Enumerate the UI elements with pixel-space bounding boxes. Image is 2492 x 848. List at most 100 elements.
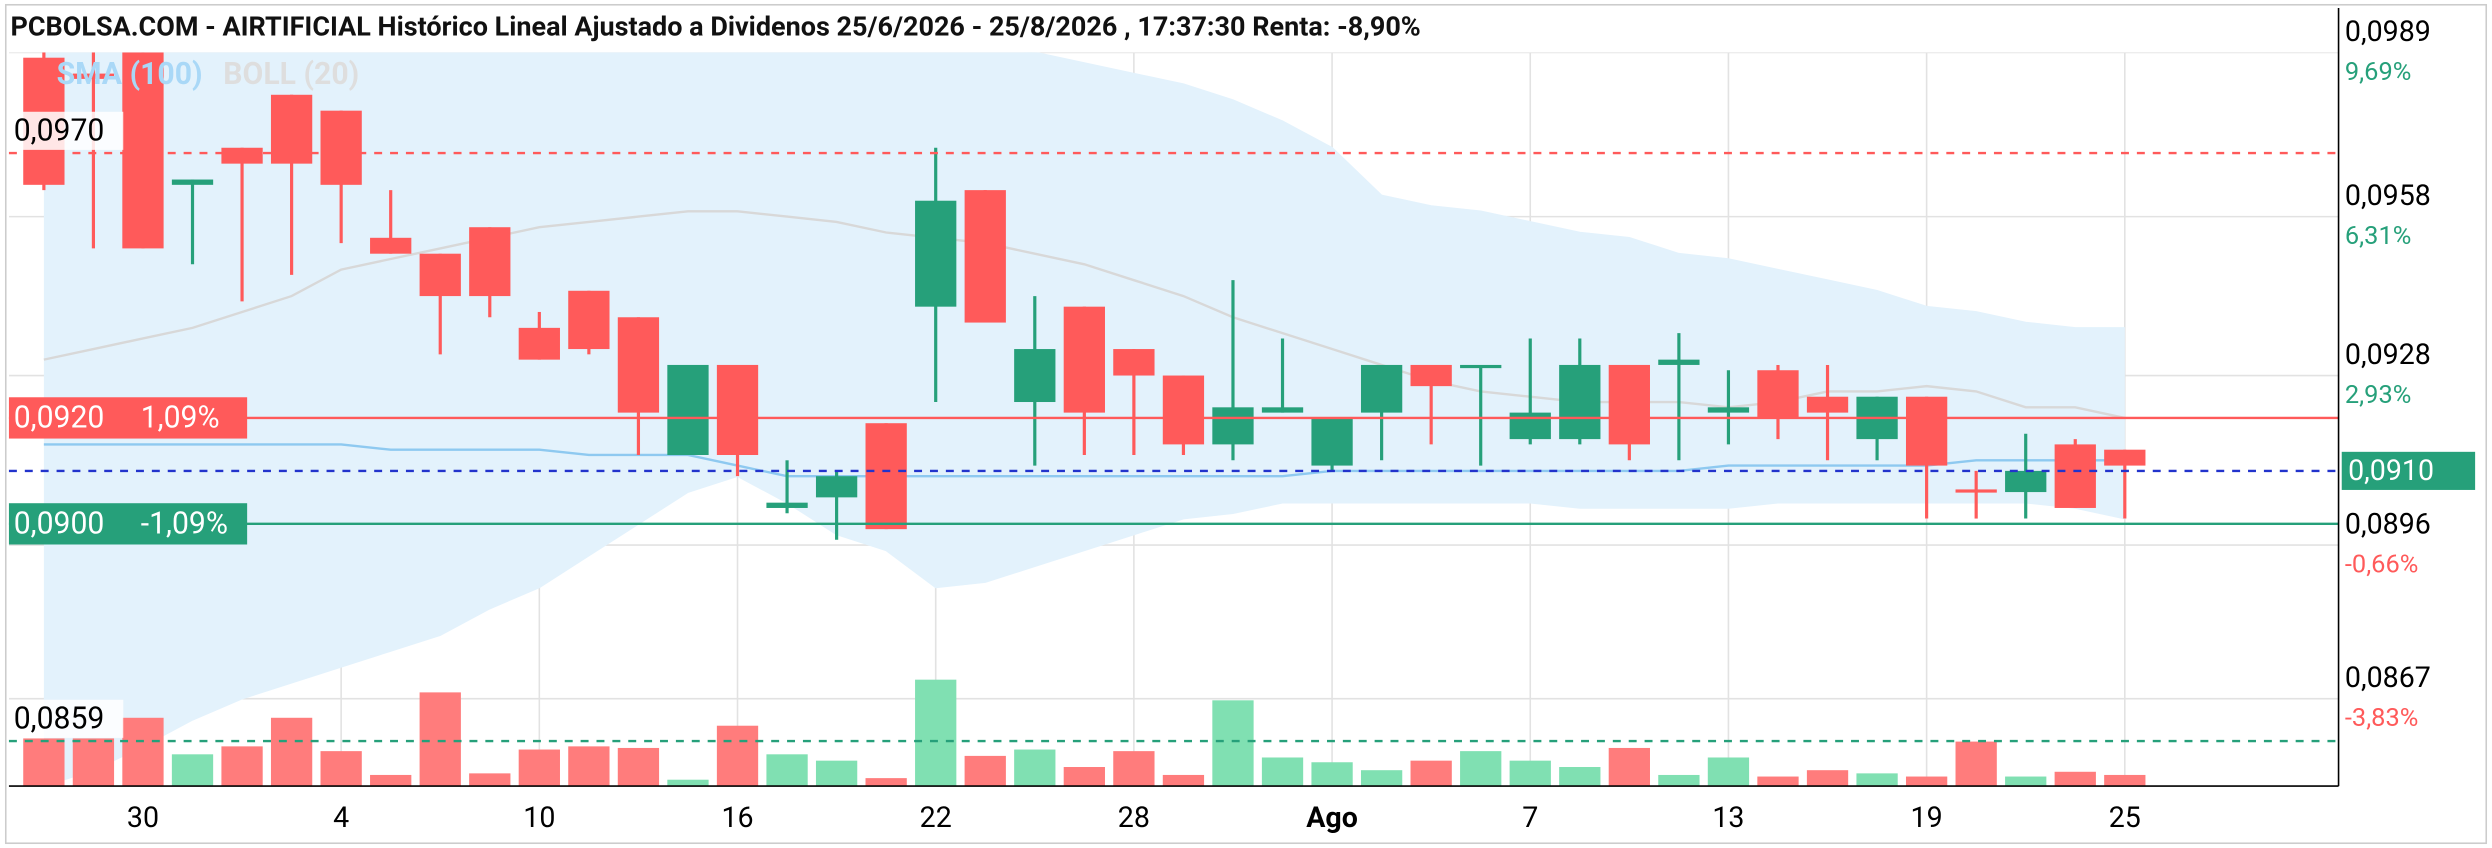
x-tick-label: 10 [523,800,555,834]
candle-body [1410,364,1452,387]
volume-bar [1509,760,1551,787]
volume-bar [23,738,65,787]
legend-entry: SMA (100) [57,57,203,92]
level-label: 0,0910 [2348,453,2434,487]
candle-body [1559,364,1601,440]
volume-bar [1212,700,1254,787]
level-label: 0,0900 [14,506,105,541]
y-tick-change: 2,93% [2345,380,2411,410]
volume-bar [716,725,759,787]
candle-body [1955,489,1997,493]
candle-body [270,94,313,164]
candle-body [1063,306,1105,413]
level-change: 1,09% [141,400,220,435]
volume-bar [469,773,511,787]
candle-body [1905,396,1948,466]
bollinger-lower [43,475,2125,787]
candle-body [122,52,164,249]
volume-bar [915,679,957,787]
candle-body [469,227,511,297]
volume-bar [1460,751,1502,787]
candle-body [964,190,1006,323]
volume-bar [1261,757,1304,787]
candle-body [815,476,858,498]
y-tick-label: 0,0958 [2345,178,2431,212]
candle-body [1311,417,1353,466]
x-tick-label: Ago [1306,800,1358,834]
y-tick-change: -3,83% [2345,703,2418,733]
candle-body [1658,359,1700,365]
candle-body [320,110,362,185]
y-tick-change: 9,69% [2345,57,2411,87]
volume-bar [370,774,412,787]
volume-bar [964,755,1006,787]
volume-bar [122,717,164,787]
candle-body [1162,375,1205,445]
candle-body [1608,364,1650,445]
candle-body [1360,364,1403,413]
volume-bar [1608,747,1650,787]
candle-body [1757,370,1799,418]
candle-body [568,290,610,350]
y-tick-label: 0,0867 [2345,660,2431,694]
candle-body [2054,444,2096,508]
candle-body [1014,349,1056,403]
volume-bar [2104,774,2146,787]
y-tick-change: 6,31% [2345,221,2411,251]
x-tick-label: 19 [1911,800,1943,834]
candle-body [716,364,759,455]
volume-bar [1360,770,1403,787]
volume-bar [568,746,610,787]
volume-bar [1757,776,1799,787]
volume-bar [865,778,907,787]
volume-bar [221,746,263,787]
x-tick-label: 4 [333,800,349,834]
level-label: 0,0859 [14,701,105,736]
sma-line [43,443,2125,478]
candle-body [617,317,660,413]
candle-body [1212,407,1254,445]
volume-bar [617,747,660,787]
level-label-box [8,111,124,150]
level-label-box [8,397,248,439]
candle-body [1261,407,1304,413]
volume-bar [1113,751,1155,787]
x-tick-label: 16 [721,800,753,834]
level-label: 0,0920 [14,400,105,435]
level-label: 0,0970 [14,113,105,148]
volume-bar [2005,776,2047,787]
volume-bar [2054,771,2096,787]
volume-bar [518,749,560,787]
volume-bar [171,754,214,787]
level-label-box [8,503,248,545]
candle-body [221,147,263,164]
y-tick-change: -0,66% [2345,549,2418,579]
candle-body [370,237,412,254]
bollinger-upper [1027,52,2125,329]
x-tick-label: 22 [920,800,952,834]
volume-bar [1014,749,1056,787]
candle-body [1707,407,1750,413]
x-tick-label: 25 [2109,800,2141,834]
volume-bar [815,760,858,787]
volume-bar [667,779,709,787]
legend-entry: BOLL (20) [223,57,359,92]
candle-body [419,253,461,297]
volume-bar [1955,741,1997,787]
volume-bar [419,692,461,787]
volume-bar [1658,774,1700,787]
candle-body [865,423,907,530]
x-tick-label: 13 [1712,800,1744,834]
y-tick-label: 0,0928 [2345,337,2431,371]
volume-bar [270,717,313,787]
candle-body [766,502,808,508]
candle-body [1509,412,1551,440]
candle-body [72,73,115,79]
candle-body [171,179,214,185]
candle-body [1806,396,1849,413]
volume-bar [1806,770,1849,787]
volume-bar [72,738,115,787]
candle-body [2104,449,2146,466]
volume-bar [1311,762,1353,787]
